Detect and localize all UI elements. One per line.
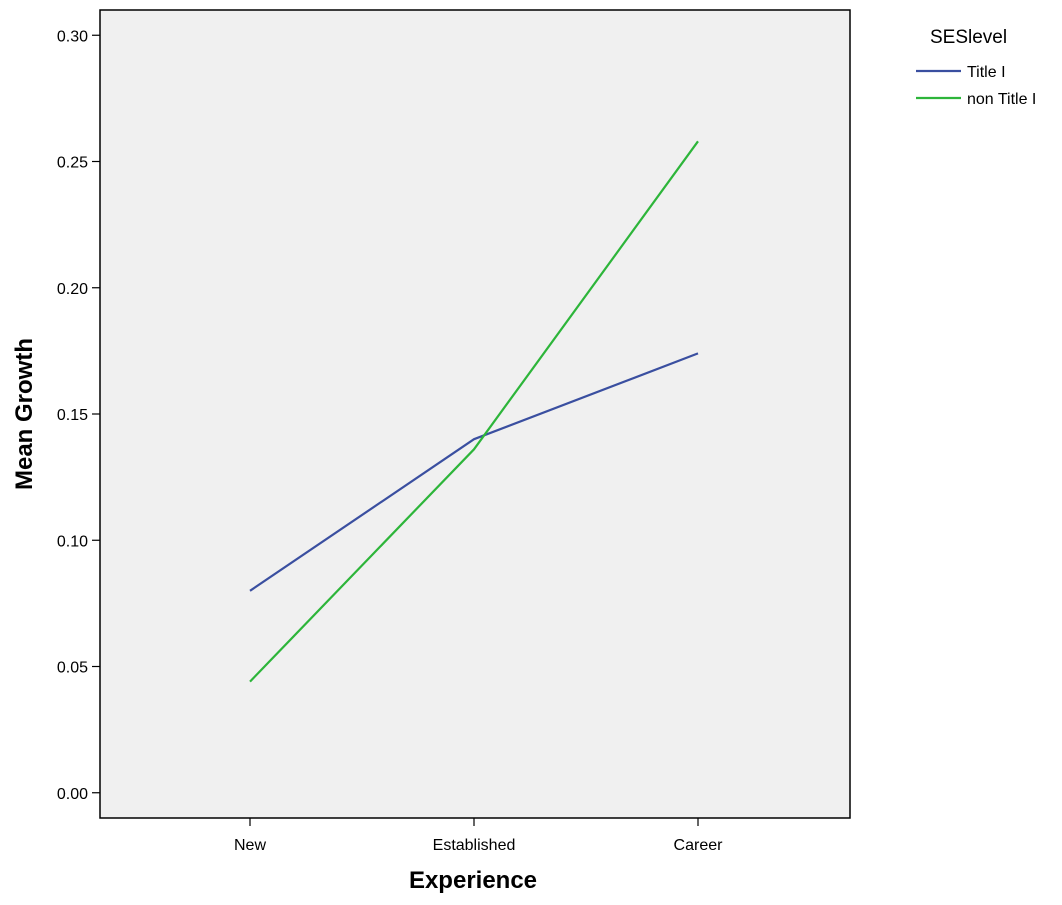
y-tick-label: 0.10 bbox=[57, 533, 88, 550]
x-tick-label: New bbox=[234, 837, 266, 854]
legend-label: Title I bbox=[967, 64, 1006, 81]
legend: SESlevel Title I non Title I bbox=[916, 27, 1036, 108]
series-line-0 bbox=[249, 352, 699, 592]
legend-label: non Title I bbox=[967, 91, 1036, 108]
x-axis-title: Experience bbox=[409, 867, 537, 894]
y-tick-label: 0.15 bbox=[57, 407, 88, 424]
series-line-1 bbox=[249, 140, 699, 683]
x-tick-label: Established bbox=[433, 837, 516, 854]
y-tick-label: 0.30 bbox=[57, 28, 88, 45]
legend-items: Title I non Title I bbox=[916, 64, 1036, 108]
legend-title: SESlevel bbox=[930, 27, 1007, 48]
y-tick-label: 0.00 bbox=[57, 786, 88, 803]
y-tick-label: 0.25 bbox=[57, 155, 88, 172]
y-tick-label: 0.20 bbox=[57, 281, 88, 298]
y-axis: 0.00 0.05 0.10 0.15 0.20 0.25 0.30 bbox=[57, 28, 100, 803]
series-lines bbox=[249, 140, 699, 683]
x-tick-label: Career bbox=[674, 837, 724, 854]
plot-area bbox=[99, 9, 851, 819]
y-tick-label: 0.05 bbox=[57, 660, 88, 677]
y-axis-title: Mean Growth bbox=[11, 338, 38, 490]
x-axis: New Established Career bbox=[234, 818, 723, 854]
